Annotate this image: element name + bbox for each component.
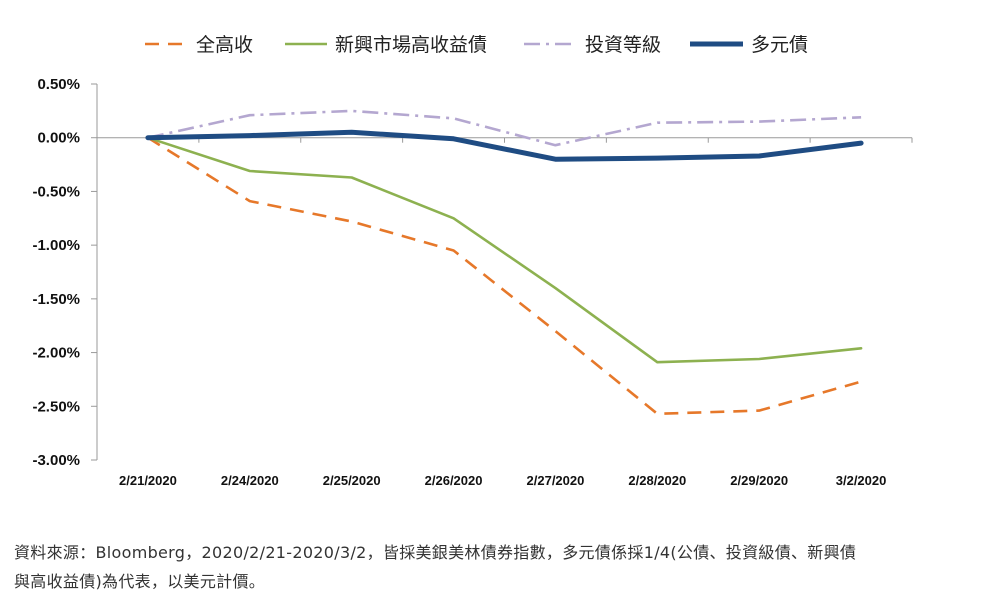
footnote-line-1: 資料來源：Bloomberg，2020/2/21-2020/3/2，皆採美銀美林… <box>14 543 857 562</box>
line-chart: 全高收 新興市場高收益債 投資等級 多元債 0.50% 0.00% -0.50% -1.00… <box>32 34 913 488</box>
y-tick-label: -1.50% <box>32 291 80 308</box>
source-footnote: 資料來源：Bloomberg，2020/2/21-2020/3/2，皆採美銀美林… <box>14 538 994 596</box>
y-tick-label: 0.00% <box>37 130 80 147</box>
chart-series <box>145 109 864 416</box>
footnote-line-2: 與高收益債)為代表，以美元計價。 <box>14 572 266 591</box>
y-tick-label: -1.00% <box>32 237 80 254</box>
series-line-多元債 <box>145 129 864 162</box>
series-line-新興市場高收益債 <box>146 136 863 364</box>
x-tick-label: 2/21/2020 <box>119 473 177 488</box>
series-line-投資等級 <box>147 109 862 147</box>
x-tick-label: 2/29/2020 <box>730 473 788 488</box>
y-tick-label: -0.50% <box>32 183 80 200</box>
x-axis: 2/21/2020 2/24/2020 2/25/2020 2/26/2020 2/27… <box>96 137 913 488</box>
y-tick-label: 0.50% <box>37 76 80 93</box>
legend-label: 新興市場高收益債 <box>335 34 487 56</box>
x-tick-label: 2/27/2020 <box>527 473 585 488</box>
legend-label: 全高收 <box>196 34 253 56</box>
x-tick-label: 2/26/2020 <box>425 473 483 488</box>
legend-label: 多元債 <box>751 34 808 56</box>
x-tick-label: 2/25/2020 <box>323 473 381 488</box>
x-tick-label: 3/2/2020 <box>836 473 887 488</box>
x-tick-label: 2/24/2020 <box>221 473 279 488</box>
x-tick-label: 2/28/2020 <box>628 473 686 488</box>
y-tick-label: -2.50% <box>32 398 80 415</box>
y-tick-label: -3.00% <box>32 452 80 469</box>
y-tick-label: -2.00% <box>32 345 80 362</box>
chart-legend: 全高收 新興市場高收益債 投資等級 多元債 <box>145 34 808 56</box>
legend-label: 投資等級 <box>585 34 661 56</box>
series-line-全高收 <box>147 136 862 416</box>
y-axis: 0.50% 0.00% -0.50% -1.00% -1.50% -2.00% -2.50%… <box>32 76 98 469</box>
